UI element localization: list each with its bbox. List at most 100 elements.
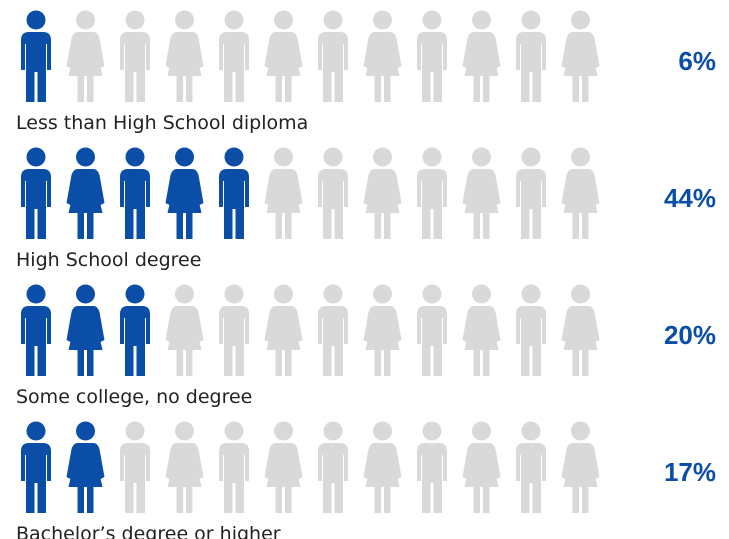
icon-body <box>264 169 303 239</box>
icon-head <box>125 10 145 30</box>
icon-body <box>120 169 150 239</box>
icon-head <box>571 147 590 167</box>
person-icon <box>21 284 51 376</box>
person-icon <box>219 421 249 513</box>
icon-head <box>521 147 541 167</box>
person-icon <box>417 284 447 376</box>
icon-body <box>561 306 600 376</box>
icon-head <box>571 10 590 30</box>
person-icon <box>516 284 546 376</box>
icon-head <box>175 10 194 30</box>
person-icon <box>318 284 348 376</box>
icon-head <box>224 284 244 304</box>
person-icon <box>561 147 600 239</box>
icon-head <box>521 10 541 30</box>
icon-head <box>76 421 95 441</box>
icon-head <box>323 421 343 441</box>
icon-head <box>76 284 95 304</box>
icon-head <box>224 421 244 441</box>
icon-body <box>264 306 303 376</box>
icon-head <box>422 147 442 167</box>
icon-head <box>125 284 145 304</box>
person-icon <box>462 10 501 102</box>
person-icon <box>219 284 249 376</box>
icon-head <box>274 284 293 304</box>
icon-row <box>21 10 600 102</box>
icon-body <box>219 443 249 513</box>
icon-body <box>165 169 204 239</box>
person-icon <box>318 421 348 513</box>
icon-body <box>561 32 600 102</box>
icon-head <box>422 284 442 304</box>
icon-body <box>417 443 447 513</box>
icon-body <box>417 306 447 376</box>
icon-body <box>120 306 150 376</box>
person-icon <box>120 421 150 513</box>
icon-body <box>120 32 150 102</box>
icon-body <box>462 169 501 239</box>
icon-body <box>462 306 501 376</box>
icon-body <box>66 306 105 376</box>
person-icon <box>363 421 402 513</box>
icon-head <box>125 421 145 441</box>
icon-head <box>373 284 392 304</box>
person-icon <box>363 10 402 102</box>
person-icon <box>516 421 546 513</box>
person-icon <box>21 147 51 239</box>
icon-head <box>472 284 491 304</box>
icon-head <box>472 10 491 30</box>
person-icon <box>516 10 546 102</box>
icon-body <box>21 169 51 239</box>
icon-body <box>417 169 447 239</box>
icon-body <box>165 443 204 513</box>
icon-head <box>175 421 194 441</box>
person-icon <box>66 147 105 239</box>
person-icon <box>264 421 303 513</box>
person-icon <box>66 284 105 376</box>
icon-body <box>516 306 546 376</box>
icon-row <box>21 421 600 513</box>
icon-body <box>21 306 51 376</box>
icon-body <box>561 169 600 239</box>
icon-head <box>422 421 442 441</box>
icon-body <box>363 306 402 376</box>
icon-head <box>274 10 293 30</box>
person-icon <box>318 10 348 102</box>
person-icon <box>165 284 204 376</box>
person-icon <box>264 147 303 239</box>
person-icon <box>516 147 546 239</box>
icon-body <box>264 32 303 102</box>
icon-head <box>373 147 392 167</box>
icon-head <box>125 147 145 167</box>
icon-body <box>363 32 402 102</box>
person-icon <box>318 147 348 239</box>
icon-head <box>76 147 95 167</box>
icon-body <box>66 169 105 239</box>
icon-body <box>219 32 249 102</box>
icon-body <box>516 169 546 239</box>
person-icon <box>561 284 600 376</box>
person-icon <box>165 147 204 239</box>
icon-body <box>462 443 501 513</box>
icon-head <box>274 421 293 441</box>
icon-head <box>521 421 541 441</box>
person-icon <box>264 10 303 102</box>
value-label: 44% <box>664 183 716 213</box>
value-label: 6% <box>678 46 716 76</box>
icon-head <box>472 147 491 167</box>
icon-head <box>323 284 343 304</box>
person-icon <box>417 147 447 239</box>
icon-head <box>175 147 194 167</box>
person-icon <box>363 284 402 376</box>
icon-head <box>76 10 95 30</box>
icon-head <box>323 10 343 30</box>
icon-body <box>21 32 51 102</box>
person-icon <box>120 147 150 239</box>
person-icon <box>66 421 105 513</box>
category-label: High School degree <box>16 249 201 271</box>
icon-body <box>219 306 249 376</box>
icon-row <box>21 147 600 239</box>
person-icon <box>66 10 105 102</box>
icon-body <box>318 169 348 239</box>
person-icon <box>219 10 249 102</box>
